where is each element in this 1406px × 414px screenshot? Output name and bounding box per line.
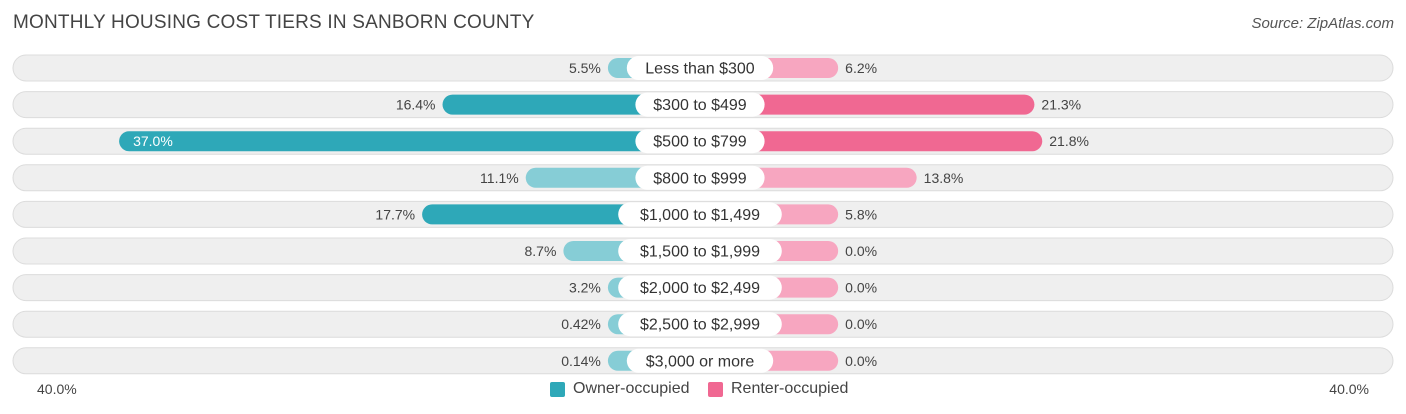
category-label: $3,000 or more bbox=[646, 353, 755, 370]
legend-owner-swatch bbox=[550, 381, 565, 397]
legend-renter-swatch bbox=[708, 381, 723, 397]
legend-owner: Owner-occupied bbox=[550, 380, 690, 398]
legend-renter: Renter-occupied bbox=[708, 380, 848, 398]
category-label: $1,500 to $1,999 bbox=[640, 244, 760, 261]
axis-left-label: 40.0% bbox=[37, 381, 77, 397]
owner-value-label: 0.42% bbox=[561, 316, 601, 332]
chart-title: MONTHLY HOUSING COST TIERS IN SANBORN CO… bbox=[13, 12, 535, 33]
renter-bar bbox=[700, 131, 1043, 152]
legend: Owner-occupied Renter-occupied bbox=[0, 380, 1406, 400]
diverging-bar-chart: Less than $300 5.5% 6.2% $300 to $499 16.4% 2… bbox=[12, 54, 1394, 375]
renter-value-label: 6.2% bbox=[845, 60, 877, 76]
renter-value-label: 0.0% bbox=[845, 280, 877, 296]
axis-right-label: 40.0% bbox=[1329, 381, 1369, 397]
source-credit: Source: ZipAtlas.com bbox=[1251, 15, 1394, 32]
category-pill bbox=[635, 92, 765, 117]
category-pill bbox=[635, 129, 765, 154]
legend-renter-label: Renter-occupied bbox=[731, 380, 849, 397]
owner-value-label: 3.2% bbox=[569, 280, 601, 296]
category-label: $300 to $499 bbox=[653, 97, 747, 114]
category-label: $1,000 to $1,499 bbox=[640, 207, 760, 224]
category-pill bbox=[618, 202, 782, 227]
category-pill bbox=[618, 275, 782, 300]
owner-value-label: 17.7% bbox=[375, 206, 415, 222]
category-label: Less than $300 bbox=[645, 61, 755, 78]
category-pill bbox=[635, 165, 765, 190]
renter-value-label: 21.8% bbox=[1049, 133, 1089, 149]
renter-value-label: 21.3% bbox=[1041, 97, 1081, 113]
owner-value-label: 16.4% bbox=[396, 97, 436, 113]
category-label: $2,000 to $2,499 bbox=[640, 280, 760, 297]
owner-bar bbox=[442, 94, 700, 115]
renter-value-label: 13.8% bbox=[924, 170, 964, 186]
renter-value-label: 0.0% bbox=[845, 353, 877, 369]
category-label: $500 to $799 bbox=[653, 134, 747, 151]
category-pill bbox=[618, 312, 782, 337]
category-pill bbox=[626, 348, 774, 373]
category-pill bbox=[626, 56, 774, 80]
owner-value-label: 11.1% bbox=[480, 170, 519, 186]
owner-value-label: 37.0% bbox=[133, 133, 173, 149]
category-label: $2,500 to $2,999 bbox=[640, 317, 760, 334]
renter-value-label: 0.0% bbox=[845, 316, 877, 332]
category-label: $800 to $999 bbox=[653, 170, 747, 187]
owner-value-label: 0.14% bbox=[561, 353, 601, 369]
category-pill bbox=[618, 239, 782, 263]
renter-value-label: 0.0% bbox=[845, 243, 877, 259]
renter-value-label: 5.8% bbox=[845, 206, 877, 222]
owner-bar bbox=[119, 131, 701, 152]
legend-owner-label: Owner-occupied bbox=[573, 380, 690, 397]
owner-value-label: 5.5% bbox=[569, 60, 601, 76]
renter-bar bbox=[700, 94, 1035, 115]
owner-value-label: 8.7% bbox=[524, 243, 556, 259]
